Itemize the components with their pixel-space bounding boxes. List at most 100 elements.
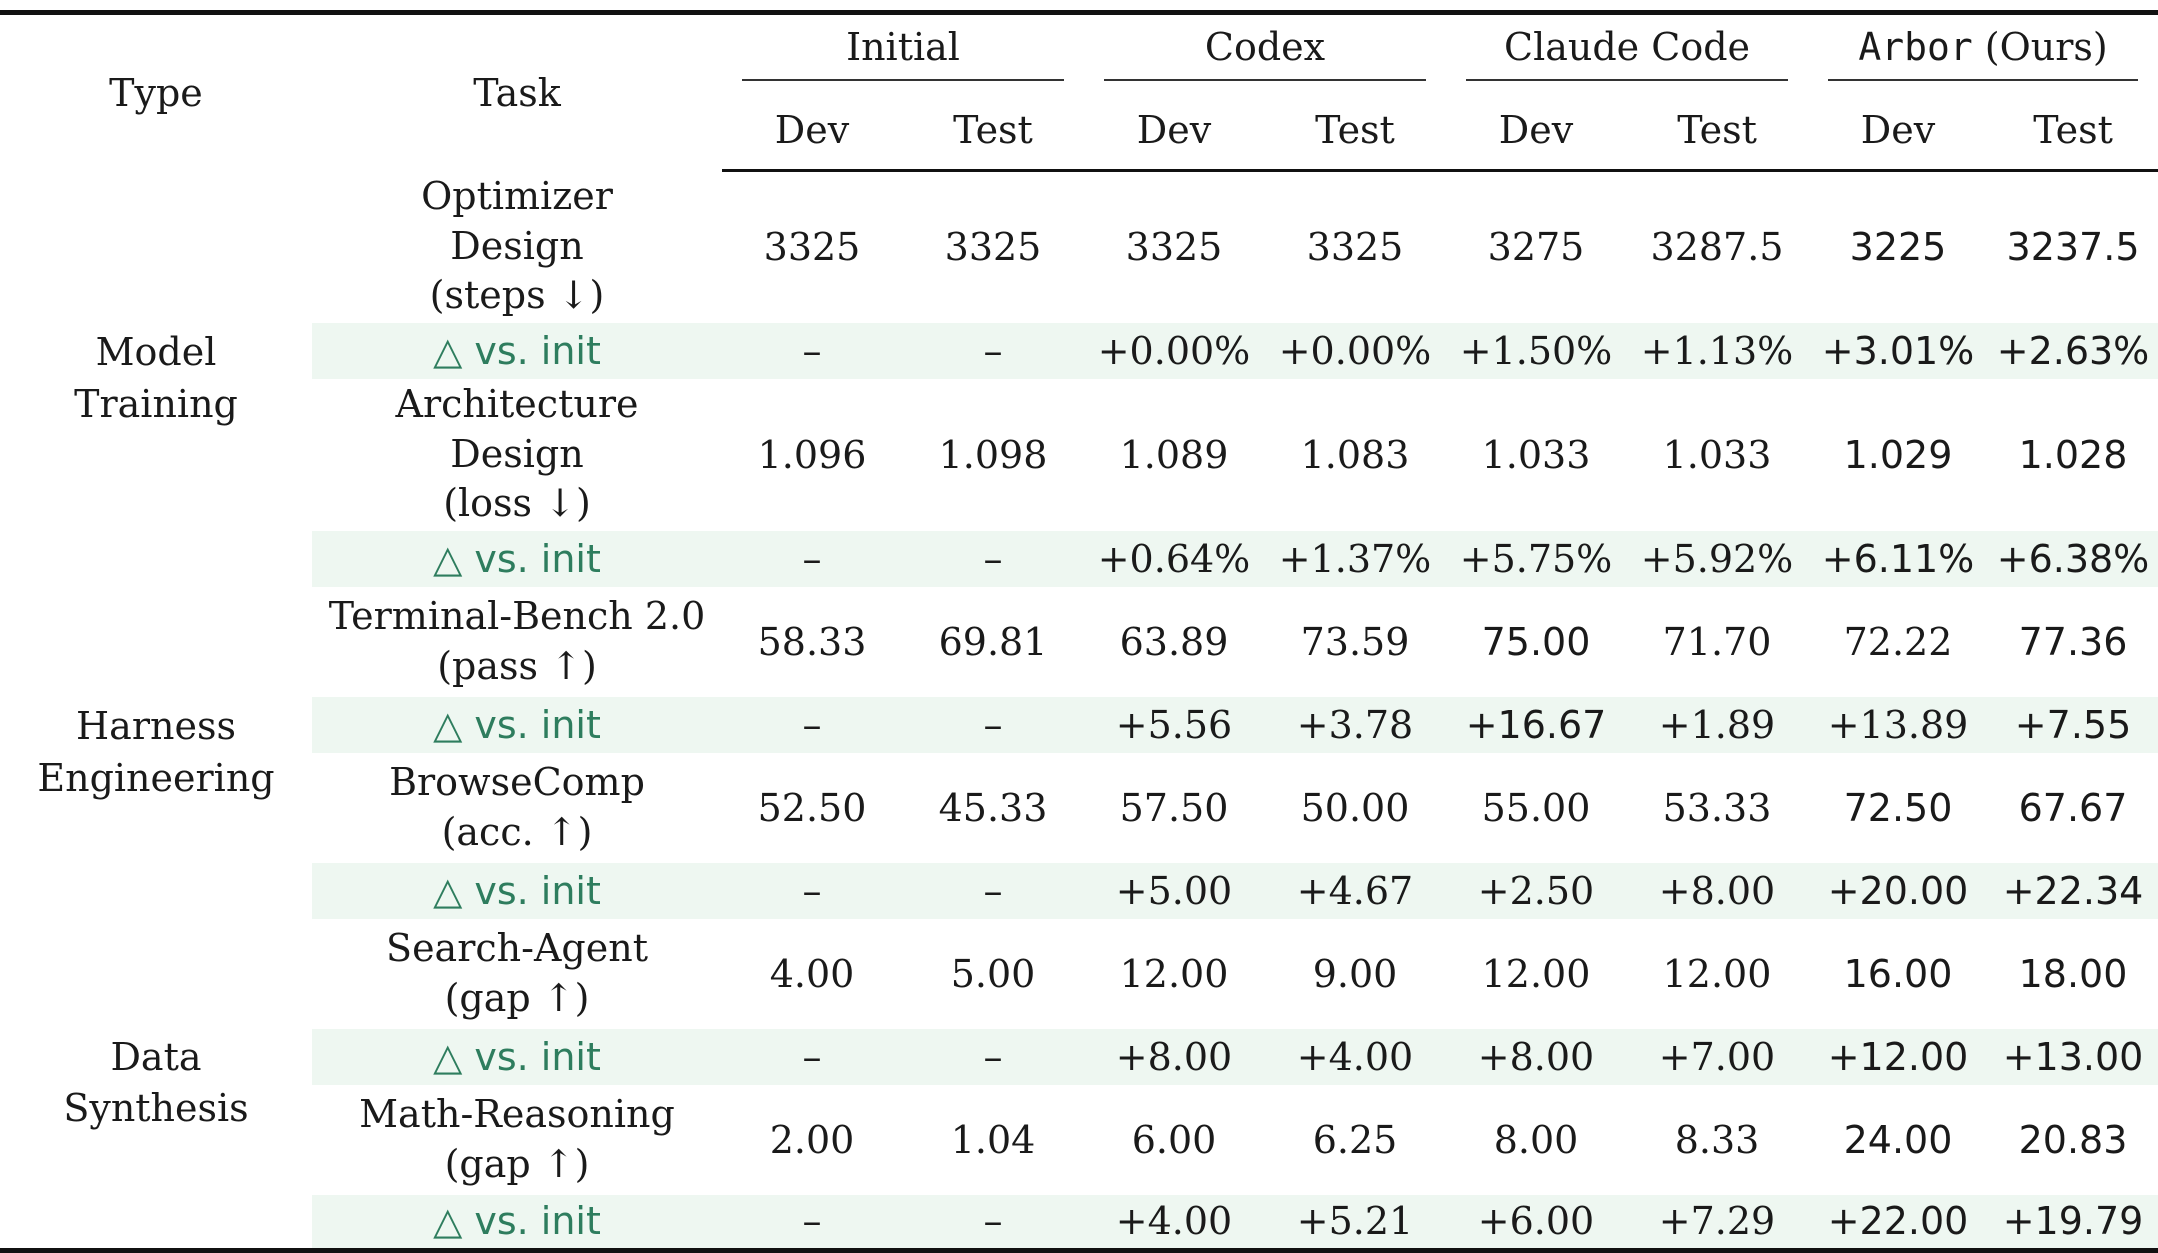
delta-cell: +8.00	[1446, 1028, 1627, 1085]
value-cell: 1.083	[1300, 432, 1410, 477]
delta-cell: +3.78	[1264, 696, 1447, 753]
type-header: Type	[0, 10, 312, 171]
value-cell: 1.029	[1843, 432, 1953, 477]
delta-label-text: vs. init	[474, 1034, 601, 1079]
test-header: Test	[1264, 90, 1447, 172]
type-cell: Data Synthesis	[0, 918, 312, 1253]
value-cell: 6.00	[1131, 1117, 1217, 1162]
task-name-line: Design	[450, 431, 584, 476]
group-label: Claude Code	[1466, 25, 1789, 81]
task-name-line: Optimizer	[421, 174, 613, 219]
value-cell: 1.04	[950, 1117, 1036, 1162]
value-cell: 5.00	[950, 951, 1036, 996]
delta-cell: +0.64%	[1084, 530, 1264, 587]
delta-cell: +5.00	[1084, 862, 1264, 919]
delta-cell: –	[722, 696, 902, 753]
value-cell: 1.096	[757, 432, 867, 477]
delta-cell: +4.67	[1264, 862, 1447, 919]
group-header-row: Type Task Initial Codex Claude Code Arbo…	[0, 10, 2158, 171]
task-name-cell: Architecture Design (loss ↓)	[312, 379, 722, 531]
results-table: Type Task Initial Codex Claude Code Arbo…	[0, 10, 2158, 1253]
table-row: BrowseComp (acc. ↑) 52.50 45.33 57.50 50.00 55…	[0, 753, 2158, 863]
value-cell: 1.033	[1662, 432, 1772, 477]
value-cell: 3237.5	[2006, 225, 2140, 270]
delta-cell: –	[902, 322, 1084, 379]
task-name-line: Search-Agent	[386, 926, 648, 971]
task-name-line: BrowseComp	[389, 760, 645, 805]
delta-cell: +4.00	[1084, 1194, 1264, 1253]
delta-cell: –	[722, 862, 902, 919]
value-cell: 55.00	[1481, 785, 1591, 830]
value-cell: 58.33	[757, 619, 867, 664]
delta-cell: +8.00	[1084, 1028, 1264, 1085]
value-cell: 3275	[1487, 225, 1585, 270]
group-header-codex: Codex	[1084, 10, 1447, 91]
delta-label-cell: △ vs. init	[312, 1194, 722, 1253]
delta-cell: +5.56	[1084, 696, 1264, 753]
task-name-line: Architecture	[395, 382, 639, 427]
delta-cell: –	[902, 1194, 1084, 1253]
delta-label-text: vs. init	[474, 328, 601, 373]
arbor-suffix: (Ours)	[1972, 24, 2108, 69]
test-header: Test	[902, 90, 1084, 172]
task-name-cell: Optimizer Design (steps ↓)	[312, 171, 722, 323]
delta-row: △ vs. init – – +0.00% +0.00% +1.50% +1.13% +3.01…	[0, 322, 2158, 379]
value-cell: 1.033	[1481, 432, 1591, 477]
task-name-cell: Terminal-Bench 2.0 (pass ↑)	[312, 587, 722, 697]
value-cell: 12.00	[1119, 951, 1229, 996]
task-name-line: (gap ↑)	[444, 1141, 590, 1186]
group-header-initial: Initial	[722, 10, 1084, 91]
value-cell: 3325	[763, 225, 861, 270]
type-cell: Harness Engineering	[0, 587, 312, 919]
table-row: Math-Reasoning (gap ↑) 2.00 1.04 6.00 6.25 8.0…	[0, 1085, 2158, 1195]
dev-header: Dev	[1446, 90, 1627, 172]
delta-cell: +6.11%	[1808, 530, 1989, 587]
delta-icon: △	[433, 868, 463, 913]
delta-cell: +22.34	[1988, 862, 2158, 919]
delta-label-cell: △ vs. init	[312, 862, 722, 919]
value-cell: 24.00	[1843, 1117, 1953, 1162]
subheader-row: Dev Test Dev Test Dev Test Dev Test	[0, 90, 2158, 172]
value-cell: 2.00	[769, 1117, 855, 1162]
delta-label-cell: △ vs. init	[312, 322, 722, 379]
table-row: Model Training Optimizer Design (steps ↓) 332…	[0, 171, 2158, 425]
type-label-line: Data	[110, 1034, 202, 1079]
value-cell: 16.00	[1843, 951, 1953, 996]
value-cell: 8.33	[1674, 1117, 1760, 1162]
type-cell: Model Training	[0, 171, 312, 587]
task-header: Task	[312, 10, 722, 171]
value-cell: 3325	[944, 225, 1042, 270]
task-name-cell: Search-Agent (gap ↑)	[312, 919, 722, 1029]
group-label: Initial	[742, 25, 1064, 81]
value-cell: 57.50	[1119, 785, 1229, 830]
value-cell: 3325	[1125, 225, 1223, 270]
delta-cell: +13.00	[1988, 1028, 2158, 1085]
delta-icon: △	[433, 702, 463, 747]
table-row: Architecture Design (loss ↓) 1.096 1.098 1.08…	[0, 379, 2158, 531]
type-label-line: Model	[95, 330, 217, 375]
value-cell: 1.098	[938, 432, 1048, 477]
delta-row: △ vs. init – – +8.00 +4.00 +8.00 +7.00 +12.00 +13…	[0, 1028, 2158, 1085]
delta-cell: +6.00	[1446, 1194, 1627, 1253]
value-cell: 69.81	[938, 619, 1048, 664]
delta-cell: +3.01%	[1808, 322, 1989, 379]
delta-cell: +22.00	[1808, 1194, 1989, 1253]
group-header-arbor: Arbor (Ours)	[1808, 10, 2158, 91]
task-name-line: (pass ↑)	[437, 643, 597, 688]
value-cell: 20.83	[2018, 1117, 2128, 1162]
delta-cell: +0.00%	[1264, 322, 1447, 379]
delta-cell: +7.00	[1626, 1028, 1809, 1085]
value-cell: 45.33	[938, 785, 1048, 830]
delta-cell: +19.79	[1988, 1194, 2158, 1253]
delta-row: △ vs. init – – +4.00 +5.21 +6.00 +7.29 +22.00 +19…	[0, 1194, 2158, 1253]
value-cell: 3325	[1306, 225, 1404, 270]
delta-cell: –	[722, 530, 902, 587]
type-label-line: Synthesis	[63, 1086, 249, 1131]
delta-row: △ vs. init – – +5.00 +4.67 +2.50 +8.00 +20.00 +22…	[0, 862, 2158, 919]
table-body: Model Training Optimizer Design (steps ↓) 332…	[0, 171, 2158, 1253]
value-cell: 72.50	[1843, 785, 1953, 830]
delta-row: △ vs. init – – +0.64% +1.37% +5.75% +5.92% +6.11…	[0, 530, 2158, 587]
task-name-line: (acc. ↑)	[441, 809, 593, 854]
value-cell: 50.00	[1300, 785, 1410, 830]
value-cell: 4.00	[769, 951, 855, 996]
